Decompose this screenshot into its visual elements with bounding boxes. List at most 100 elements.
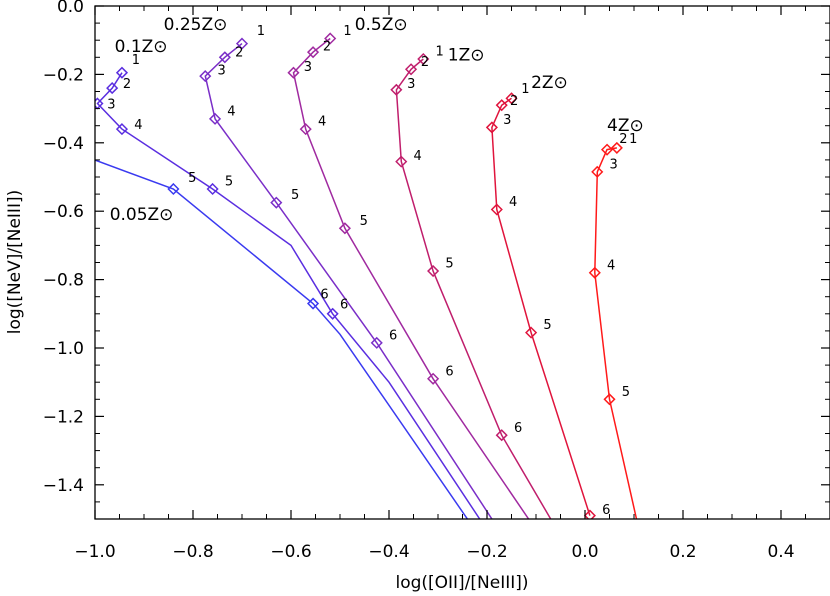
y-tick-label: 0.0 — [57, 0, 84, 17]
y-tick-label: −0.4 — [43, 134, 84, 154]
x-tick-label: −0.6 — [270, 542, 311, 562]
point-label: 5 — [291, 188, 299, 203]
point-label: 1 — [132, 53, 140, 68]
series-layer — [95, 32, 638, 519]
data-point-marker — [603, 393, 616, 406]
series-name-label: 0.1Z⊙ — [115, 37, 168, 57]
point-label: 5 — [543, 318, 551, 333]
point-label: 5 — [188, 171, 196, 186]
point-label: 3 — [107, 98, 115, 113]
point-label: 4 — [318, 115, 326, 130]
data-point-marker — [427, 264, 440, 278]
series-name-label: 2Z⊙ — [531, 73, 568, 93]
point-label: 5 — [622, 385, 630, 400]
point-label: 6 — [320, 287, 328, 302]
data-point-marker — [495, 99, 508, 112]
x-tick-label: 0.0 — [571, 542, 598, 562]
data-point-marker — [115, 123, 129, 136]
data-point-marker — [600, 143, 614, 156]
data-point-marker — [235, 37, 249, 50]
point-label: 6 — [514, 421, 522, 436]
data-point-marker — [106, 82, 119, 95]
y-tick-label: −1.2 — [43, 407, 84, 427]
data-point-marker — [404, 63, 418, 76]
y-tick-label: −0.6 — [43, 202, 84, 222]
data-point-marker — [218, 51, 231, 64]
data-point-marker — [324, 32, 337, 45]
data-point-marker — [490, 203, 503, 216]
data-point-marker — [115, 66, 129, 79]
series-name-label: 1Z⊙ — [448, 46, 485, 66]
point-label: 3 — [407, 77, 415, 92]
data-point-marker — [610, 141, 623, 154]
point-label: 3 — [503, 113, 511, 128]
point-label: 6 — [389, 328, 397, 343]
point-label: 4 — [134, 118, 142, 133]
x-axis-label: log([OII]/[NeIII]) — [395, 573, 528, 593]
data-point-marker — [427, 372, 440, 385]
series-line — [95, 159, 469, 519]
data-point-marker — [270, 196, 283, 209]
data-point-marker — [208, 112, 222, 125]
data-point-marker — [306, 46, 320, 59]
point-label: 4 — [509, 195, 517, 210]
series-line — [292, 37, 530, 519]
point-label: 2 — [510, 94, 518, 109]
point-label: 1 — [436, 45, 444, 60]
y-tick-label: −1.0 — [43, 339, 84, 359]
point-label: 3 — [304, 60, 312, 75]
data-point-marker — [206, 182, 219, 196]
point-label: 5 — [360, 214, 368, 229]
point-label: 2 — [323, 39, 331, 54]
data-point-marker — [505, 92, 518, 105]
point-label: 6 — [340, 298, 348, 313]
data-point-marker — [417, 52, 430, 66]
point-label: 3 — [610, 157, 618, 172]
point-label: 5 — [225, 175, 233, 190]
data-point-marker — [485, 121, 498, 134]
point-label: 4 — [227, 104, 235, 119]
series-line — [594, 147, 638, 519]
data-point-marker — [583, 509, 596, 519]
series-name-label: 0.25Z⊙ — [164, 15, 228, 35]
point-label: 5 — [445, 257, 453, 272]
data-point-marker — [326, 307, 339, 320]
x-tick-label: −0.4 — [368, 542, 409, 562]
y-tick-label: −1.4 — [43, 476, 84, 496]
point-label: 6 — [602, 503, 610, 518]
data-point-marker — [338, 222, 351, 235]
x-tick-label: −1.0 — [74, 542, 115, 562]
x-tick-label: 0.4 — [767, 542, 794, 562]
data-point-marker — [495, 429, 508, 442]
data-point-marker — [390, 83, 403, 96]
series-name-label: 0.5Z⊙ — [355, 15, 408, 35]
point-label: 2 — [619, 132, 627, 147]
tick-layer: −1.0 −0.8 −0.6 −0.4 −0.2 0.0 0.2 0.4 0.0 −0.2 −0.4… — [43, 0, 830, 562]
y-axis-label: log([NeV]/[NeIII]) — [5, 190, 25, 334]
data-point-marker — [591, 165, 604, 178]
point-label: 1 — [343, 24, 351, 39]
series-line — [395, 58, 552, 519]
y-tick-label: −0.8 — [43, 271, 84, 291]
series-name-label: 4Z⊙ — [607, 116, 644, 136]
point-label: 2 — [123, 77, 131, 92]
point-label: 1 — [257, 24, 265, 39]
series-name-label: 0.05Z⊙ — [110, 205, 174, 225]
point-label: 3 — [218, 63, 226, 78]
x-tick-label: −0.8 — [172, 542, 213, 562]
point-label: 2 — [235, 46, 243, 61]
data-point-marker — [306, 297, 320, 310]
data-point-marker — [199, 70, 212, 83]
data-point-marker — [588, 266, 601, 279]
data-point-marker — [370, 336, 383, 349]
series-line — [96, 72, 481, 519]
point-label: 4 — [607, 258, 615, 273]
y-tick-label: −0.2 — [43, 65, 84, 85]
data-point-marker — [287, 66, 300, 79]
data-point-marker — [299, 123, 312, 136]
series-line — [204, 43, 493, 519]
point-label: 6 — [445, 364, 453, 379]
plot-frame — [94, 5, 830, 520]
